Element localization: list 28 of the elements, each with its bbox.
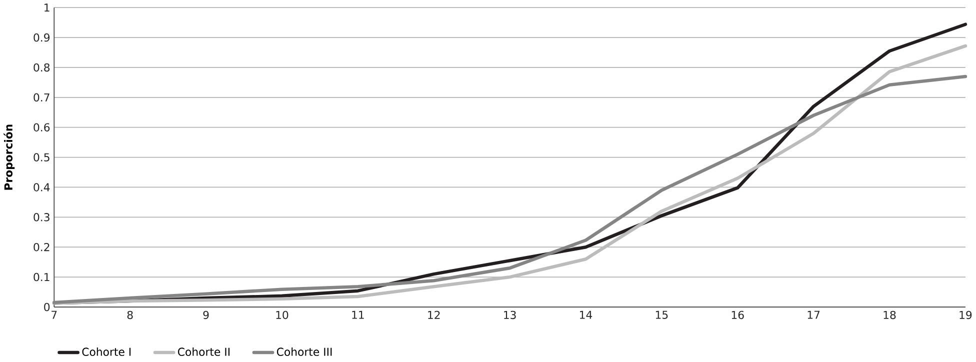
x-tick-label: 7 [52, 310, 57, 319]
y-axis-title: Proporción [4, 124, 15, 190]
legend-label: Cohorte I [82, 348, 131, 356]
x-tick-label: 12 [428, 310, 440, 320]
y-tick-label: 0.7 [34, 93, 50, 102]
x-tick-label: 16 [732, 310, 744, 320]
y-tick-label: 0.3 [34, 213, 50, 222]
x-tick-label: 17 [808, 310, 820, 319]
y-tick-label: 0.8 [34, 63, 50, 72]
legend-label: Cohorte III [276, 348, 332, 356]
y-tick-label: 0.4 [34, 183, 50, 192]
x-tick-label: 18 [884, 310, 896, 320]
x-tick-label: 10 [276, 310, 288, 320]
y-tick-label: 0.2 [34, 243, 50, 252]
y-tick-label: 0.5 [34, 153, 50, 162]
x-tick-label: 11 [352, 310, 364, 319]
y-tick-label: 0.9 [34, 34, 50, 42]
x-tick-label: 8 [127, 310, 133, 320]
x-tick-label: 13 [504, 310, 516, 320]
y-tick-label: 0.6 [34, 123, 50, 132]
y-tick-label: 0 [44, 302, 50, 312]
x-tick-label: 19 [960, 310, 972, 320]
y-tick-label: 0.1 [34, 273, 50, 282]
y-tick-label: 1 [44, 4, 50, 12]
x-tick-label: 9 [203, 310, 209, 320]
legend-label: Cohorte II [178, 348, 230, 356]
x-tick-label: 15 [656, 310, 668, 320]
x-tick-label: 14 [580, 310, 592, 319]
